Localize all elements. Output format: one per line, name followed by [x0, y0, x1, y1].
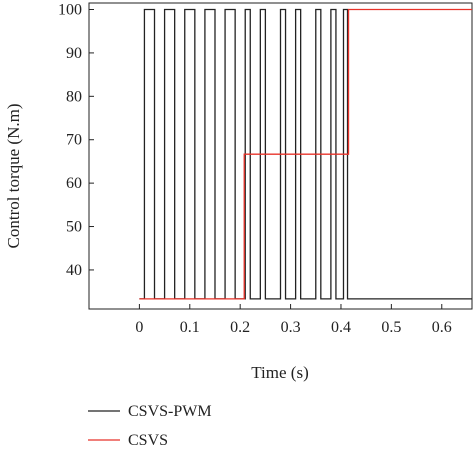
y-axis: 40 50 60 70 80 90 100 [58, 2, 94, 279]
series-line-csvs [139, 8, 472, 300]
x-axis-title: Time (s) [251, 363, 308, 382]
series-layer [139, 8, 472, 300]
x-tick-label: 0.4 [331, 319, 351, 336]
legend-label-csvs-pwm: CSVS-PWM [128, 403, 212, 420]
plot-frame [88, 2, 473, 310]
y-tick-label: 80 [66, 88, 82, 105]
y-tick-label: 70 [66, 132, 82, 149]
x-tick-label: 0.5 [381, 319, 401, 336]
x-axis: 0 0.1 0.2 0.3 0.4 0.5 0.6 [135, 304, 452, 336]
x-tick-label: 0 [135, 319, 143, 336]
y-tick-label: 60 [66, 175, 82, 192]
x-tick-label: 0.6 [432, 319, 452, 336]
x-tick-label: 0.1 [180, 319, 200, 336]
x-tick-label: 0.3 [281, 319, 301, 336]
x-tick-label: 0.2 [230, 319, 250, 336]
y-tick-label: 50 [66, 219, 82, 236]
legend-label-csvs: CSVS [128, 432, 168, 449]
y-tick-label: 100 [58, 2, 82, 19]
legend: CSVS-PWM CSVS [88, 403, 212, 449]
y-axis-title: Control torque (N.m) [4, 104, 23, 249]
y-tick-label: 90 [66, 45, 82, 62]
y-tick-label: 40 [66, 262, 82, 279]
